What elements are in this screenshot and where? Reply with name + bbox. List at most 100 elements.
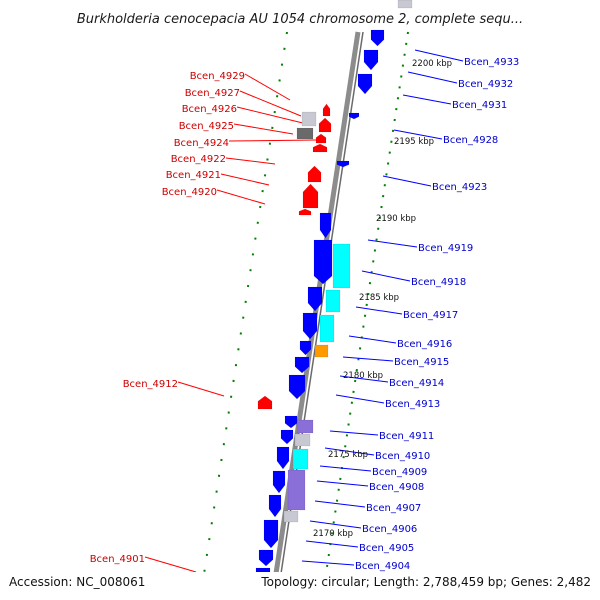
gene-label-bcen-4929[interactable]: Bcen_4929 <box>190 71 245 82</box>
gene-red-7 <box>298 208 312 216</box>
scale-label-2185: 2185 kbp <box>359 293 399 303</box>
callout-right-10 <box>339 375 389 383</box>
gene-label-bcen-4909[interactable]: Bcen_4909 <box>372 467 427 478</box>
gene-label-bcen-4931[interactable]: Bcen_4931 <box>452 100 507 111</box>
callout-right-14 <box>319 465 372 472</box>
gene-label-bcen-4923[interactable]: Bcen_4923 <box>432 182 487 193</box>
callout-left-8 <box>177 381 225 397</box>
callout-right-3 <box>393 129 443 140</box>
gene-blue-10 <box>288 374 306 400</box>
label-callouts <box>144 49 464 573</box>
callout-right-9 <box>342 356 394 362</box>
gene-label-bcen-4901[interactable]: Bcen_4901 <box>90 554 145 565</box>
gene-label-bcen-4912[interactable]: Bcen_4912 <box>123 379 178 390</box>
gene-label-bcen-4917[interactable]: Bcen_4917 <box>403 310 458 321</box>
gene-label-bcen-4914[interactable]: Bcen_4914 <box>389 378 444 389</box>
gene-top-grey <box>397 0 413 9</box>
gene-blue-4 <box>319 212 332 239</box>
gene-blue-9 <box>294 356 310 374</box>
gene-label-bcen-4911[interactable]: Bcen_4911 <box>379 431 434 442</box>
scale-label-2200: 2200 kbp <box>412 59 452 69</box>
gene-cyan-2 <box>325 289 341 313</box>
right-gene-labels: Bcen_4933 Bcen_4932 Bcen_4931 Bcen_4928 … <box>355 57 519 572</box>
gene-label-bcen-4905[interactable]: Bcen_4905 <box>359 543 414 554</box>
gene-label-bcen-4933[interactable]: Bcen_4933 <box>464 57 519 68</box>
callout-right-12 <box>329 430 379 436</box>
gene-label-bcen-4904[interactable]: Bcen_4904 <box>355 561 410 572</box>
gene-blue-15 <box>268 494 282 518</box>
gene-blue-6 <box>307 286 323 312</box>
callout-left-1 <box>239 90 302 117</box>
callout-right-2 <box>402 94 452 105</box>
gene-red-3 <box>315 133 327 144</box>
gene-blue-5 <box>313 239 333 285</box>
gene-label-bcen-4924[interactable]: Bcen_4924 <box>174 138 229 149</box>
gene-red-1 <box>322 103 331 117</box>
scale-label-2190: 2190 kbp <box>376 214 416 224</box>
gene-label-bcen-4910[interactable]: Bcen_4910 <box>375 451 430 462</box>
accession-text: Accession: NC_008061 <box>9 575 145 589</box>
callout-right-15 <box>316 480 369 487</box>
callout-right-13 <box>324 447 375 456</box>
callout-right-17 <box>309 520 362 529</box>
gene-darkgrey-left-1 <box>296 127 314 140</box>
callout-left-0 <box>244 73 291 101</box>
gene-purple-1 <box>296 419 314 434</box>
gene-label-bcen-4919[interactable]: Bcen_4919 <box>418 243 473 254</box>
gene-blue-small-2 <box>336 160 350 168</box>
gene-cyan-1 <box>332 243 351 289</box>
gene-cyan-3 <box>319 314 335 343</box>
gene-label-bcen-4927[interactable]: Bcen_4927 <box>185 88 240 99</box>
scale-labels: 2200 kbp 2195 kbp 2190 kbp 2185 kbp 2180… <box>313 59 452 539</box>
gene-blue-16 <box>263 519 279 549</box>
gene-grey-left-1 <box>301 111 317 127</box>
scale-label-2195: 2195 kbp <box>394 137 434 147</box>
gene-label-bcen-4932[interactable]: Bcen_4932 <box>458 79 513 90</box>
gene-grey-1 <box>294 433 311 447</box>
gene-red-2 <box>318 117 332 133</box>
gene-label-bcen-4908[interactable]: Bcen_4908 <box>369 482 424 493</box>
callout-right-4 <box>382 175 432 187</box>
gene-blue-11 <box>284 415 298 429</box>
callout-left-6 <box>220 173 270 186</box>
callout-right-7 <box>355 306 403 315</box>
scale-label-2175: 2175 kbp <box>328 450 368 460</box>
gene-blue-7 <box>302 312 318 340</box>
callout-left-4 <box>228 139 318 142</box>
genome-stats-text: Topology: circular; Length: 2,788,459 bp… <box>260 575 591 589</box>
callout-left-5 <box>225 157 276 165</box>
callout-left-3 <box>233 123 294 135</box>
gene-label-bcen-4926[interactable]: Bcen_4926 <box>182 104 237 115</box>
callout-right-18 <box>305 540 359 548</box>
left-gene-labels: Bcen_4929 Bcen_4927 Bcen_4926 Bcen_4925 … <box>90 71 245 565</box>
gene-blue-3 <box>357 73 373 95</box>
gene-blue-8 <box>299 340 312 356</box>
gene-label-bcen-4922[interactable]: Bcen_4922 <box>171 154 226 165</box>
gene-blue-12 <box>280 429 294 445</box>
callout-right-11 <box>335 394 385 404</box>
gene-label-bcen-4906[interactable]: Bcen_4906 <box>362 524 417 535</box>
map-title: Burkholderia cenocepacia AU 1054 chromos… <box>77 12 523 27</box>
gene-blue-13 <box>276 446 290 470</box>
gene-label-bcen-4915[interactable]: Bcen_4915 <box>394 357 449 368</box>
scale-label-2180: 2180 kbp <box>343 371 383 381</box>
callout-left-2 <box>236 106 312 126</box>
gene-label-bcen-4928[interactable]: Bcen_4928 <box>443 135 498 146</box>
gene-label-bcen-4916[interactable]: Bcen_4916 <box>397 339 452 350</box>
gene-label-bcen-4907[interactable]: Bcen_4907 <box>366 503 421 514</box>
gene-purple-2 <box>287 469 306 511</box>
gene-label-bcen-4913[interactable]: Bcen_4913 <box>385 399 440 410</box>
gene-red-5 <box>307 165 322 183</box>
callout-left-7 <box>216 189 266 205</box>
callout-right-6 <box>361 270 411 282</box>
callout-right-8 <box>348 335 397 344</box>
gene-label-bcen-4920[interactable]: Bcen_4920 <box>162 187 217 198</box>
gene-cyan-4 <box>292 448 309 470</box>
gene-grey-2 <box>283 510 299 523</box>
callout-right-5 <box>367 239 418 248</box>
tick-tracks <box>199 31 409 600</box>
gene-label-bcen-4921[interactable]: Bcen_4921 <box>166 170 221 181</box>
gene-label-bcen-4925[interactable]: Bcen_4925 <box>179 121 234 132</box>
gene-label-bcen-4918[interactable]: Bcen_4918 <box>411 277 466 288</box>
